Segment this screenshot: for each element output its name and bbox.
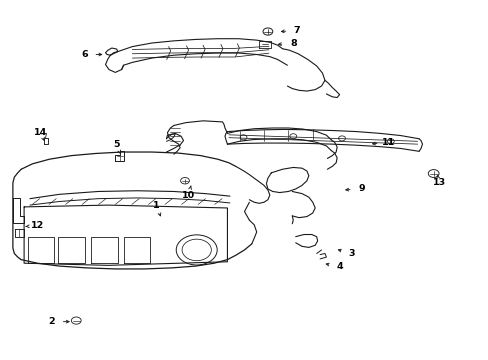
Text: 7: 7	[293, 26, 300, 35]
Text: 10: 10	[182, 190, 195, 199]
Text: 1: 1	[153, 201, 160, 210]
Text: 9: 9	[358, 184, 364, 193]
Text: 11: 11	[381, 138, 394, 147]
Text: 13: 13	[432, 178, 445, 187]
Text: 4: 4	[336, 262, 342, 271]
Text: 14: 14	[34, 128, 47, 137]
Text: 8: 8	[289, 39, 296, 48]
Text: 3: 3	[348, 249, 354, 258]
Text: 5: 5	[113, 140, 120, 149]
Text: 12: 12	[31, 221, 44, 230]
Text: 6: 6	[81, 50, 88, 59]
Text: 2: 2	[48, 317, 55, 326]
